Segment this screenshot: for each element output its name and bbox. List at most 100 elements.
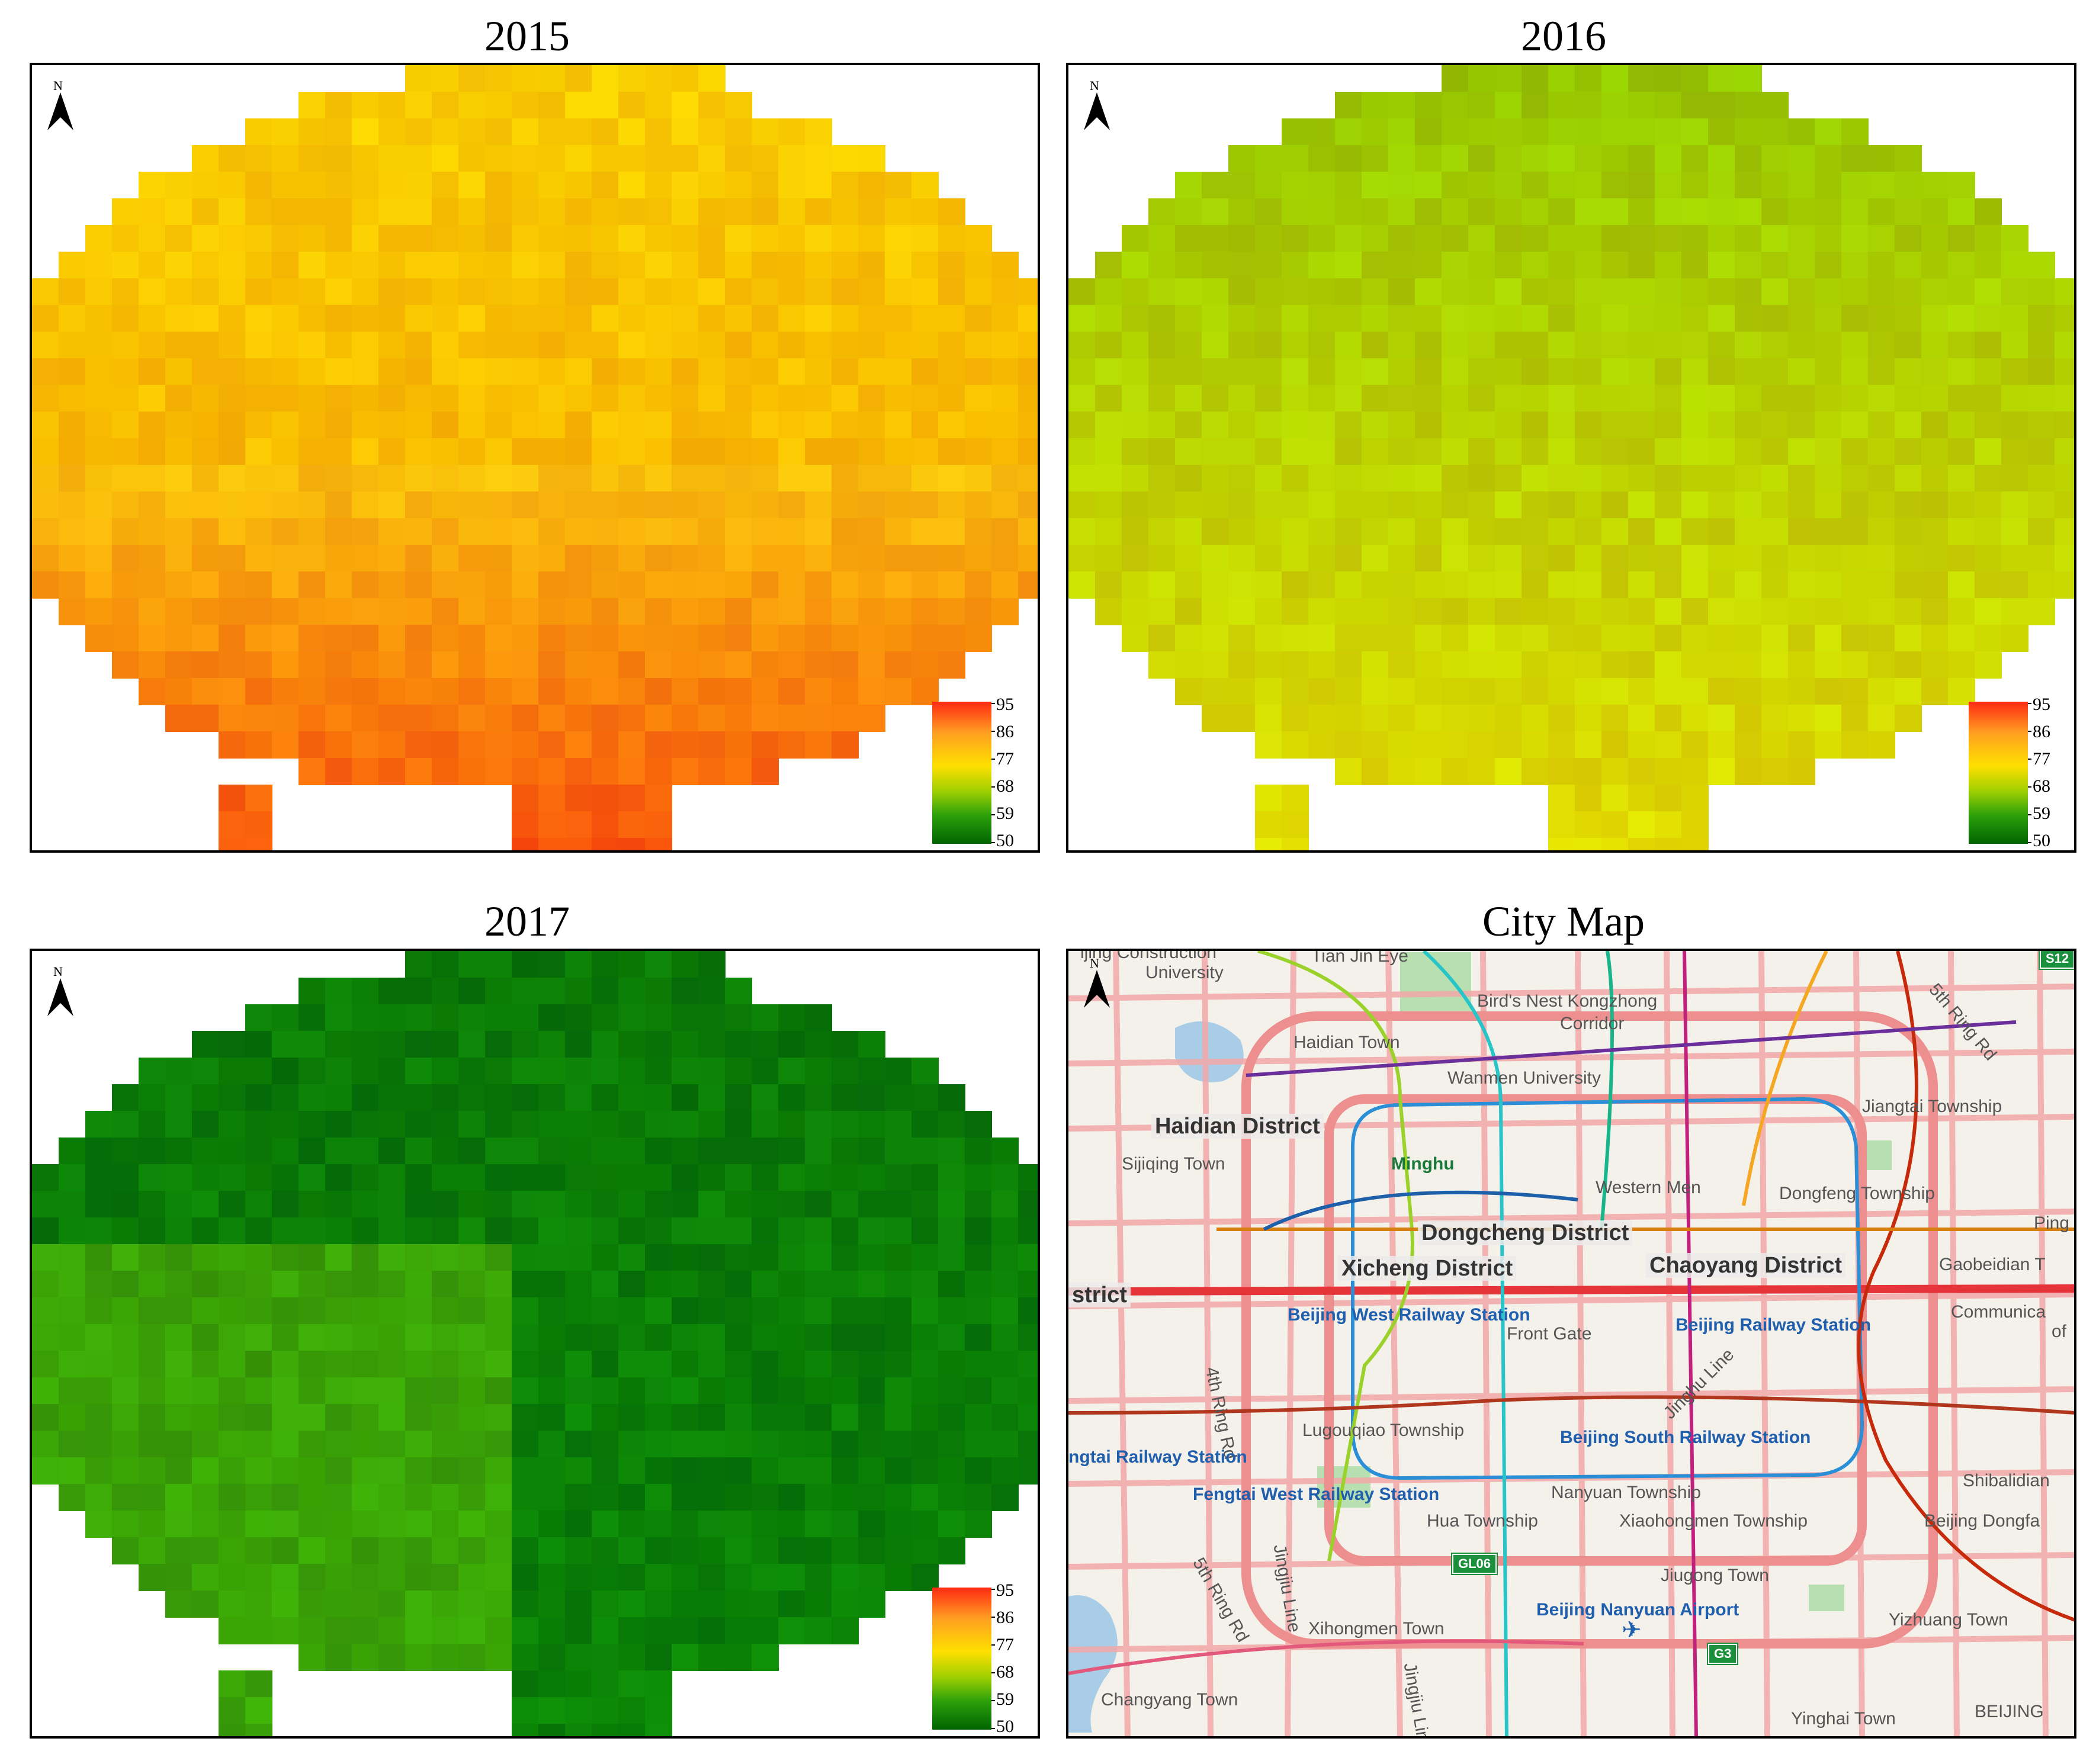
raster-cell	[1601, 705, 1629, 732]
raster-cell	[298, 571, 326, 599]
raster-cell	[1362, 705, 1389, 732]
raster-cell	[458, 1111, 486, 1138]
raster-cell	[1628, 412, 1655, 439]
raster-cell	[1601, 172, 1629, 199]
raster-cell	[432, 1591, 459, 1618]
raster-cell	[192, 1511, 219, 1538]
raster-cell	[1708, 438, 1735, 465]
raster-cell	[991, 545, 1019, 572]
raster-cell	[858, 305, 885, 332]
raster-cell	[1841, 412, 1869, 439]
raster-cell	[1735, 438, 1762, 465]
raster-cell	[1735, 92, 1762, 119]
raster-cell	[139, 278, 166, 306]
raster-cell	[1415, 465, 1442, 492]
raster-cell	[1522, 651, 1549, 679]
raster-cell	[378, 1431, 406, 1458]
raster-cell	[1708, 358, 1735, 385]
raster-cell	[325, 1351, 352, 1378]
raster-cell	[858, 1511, 885, 1538]
raster-cell	[1548, 438, 1575, 465]
raster-cell	[1415, 705, 1442, 732]
raster-cell	[432, 278, 459, 306]
raster-cell	[858, 1191, 885, 1218]
raster-cell	[512, 811, 539, 838]
raster-cell	[432, 1564, 459, 1591]
raster-cell	[832, 305, 859, 332]
raster-cell	[592, 1457, 619, 1485]
raster-cell	[432, 491, 459, 519]
raster-cell	[1868, 705, 1895, 732]
raster-cell	[938, 332, 965, 359]
raster-cell	[458, 1058, 486, 1085]
raster-cell	[165, 1484, 192, 1511]
raster-cell	[1282, 651, 1309, 679]
raster-cell	[298, 278, 326, 306]
raster-cell	[885, 545, 912, 572]
raster-cell	[352, 1138, 379, 1165]
raster-cell	[1122, 491, 1149, 519]
raster-cell	[298, 305, 326, 332]
raster-cell	[1708, 278, 1735, 306]
raster-cell	[618, 1217, 646, 1245]
raster-cell	[458, 1164, 486, 1191]
raster-cell	[1548, 758, 1575, 785]
raster-cell	[59, 545, 86, 572]
raster-cell	[1282, 358, 1309, 385]
raster-cell	[1841, 731, 1869, 759]
raster-cell	[1575, 118, 1602, 146]
raster-cell	[405, 118, 432, 146]
raster-cell	[512, 92, 539, 119]
raster-cell	[139, 1484, 166, 1511]
raster-cell	[485, 1644, 512, 1671]
raster-cell	[165, 705, 192, 732]
raster-cell	[378, 678, 406, 705]
raster-cell	[1601, 785, 1629, 812]
raster-cell	[325, 705, 352, 732]
raster-cell	[2055, 412, 2074, 439]
raster-cell	[1841, 438, 1869, 465]
raster-cell	[965, 1138, 992, 1165]
raster-cell	[325, 678, 352, 705]
raster-cell	[592, 1244, 619, 1271]
raster-cell	[778, 385, 805, 412]
raster-cell	[352, 1591, 379, 1618]
raster-cell	[512, 65, 539, 92]
raster-cell	[1522, 65, 1549, 92]
raster-cell	[485, 385, 512, 412]
station-label: Beijing Railway Station	[1675, 1315, 1872, 1335]
raster-cell	[1681, 118, 1709, 146]
raster-cell	[405, 92, 432, 119]
raster-cell	[885, 198, 912, 226]
town-label: Sijiqing Town	[1122, 1154, 1225, 1174]
raster-cell	[1282, 438, 1309, 465]
raster-cell	[672, 571, 699, 599]
raster-cell	[59, 278, 86, 306]
raster-cell	[1018, 1297, 1038, 1325]
raster-cell	[192, 1244, 219, 1271]
raster-cell	[298, 491, 326, 519]
legend-tick: 50	[2033, 831, 2050, 850]
raster-cell	[1095, 358, 1122, 385]
raster-cell	[672, 145, 699, 172]
raster-cell	[378, 1591, 406, 1618]
raster-cell	[219, 1404, 246, 1431]
raster-cell	[219, 1217, 246, 1245]
raster-cell	[565, 65, 592, 92]
raster-cell	[485, 1457, 512, 1485]
raster-cell	[325, 1564, 352, 1591]
raster-cell	[325, 1138, 352, 1165]
raster-cell	[672, 1138, 699, 1165]
raster-cell	[645, 1164, 672, 1191]
raster-cell	[352, 571, 379, 599]
raster-cell	[1362, 278, 1389, 306]
raster-cell	[1575, 598, 1602, 625]
raster-cell	[1735, 705, 1762, 732]
raster-cell	[1681, 545, 1709, 572]
raster-cell	[538, 1484, 566, 1511]
raster-cell	[458, 1644, 486, 1671]
raster-cell	[645, 1591, 672, 1618]
raster-cell	[485, 1404, 512, 1431]
raster-cell	[1895, 518, 1922, 545]
raster-cell	[405, 145, 432, 172]
